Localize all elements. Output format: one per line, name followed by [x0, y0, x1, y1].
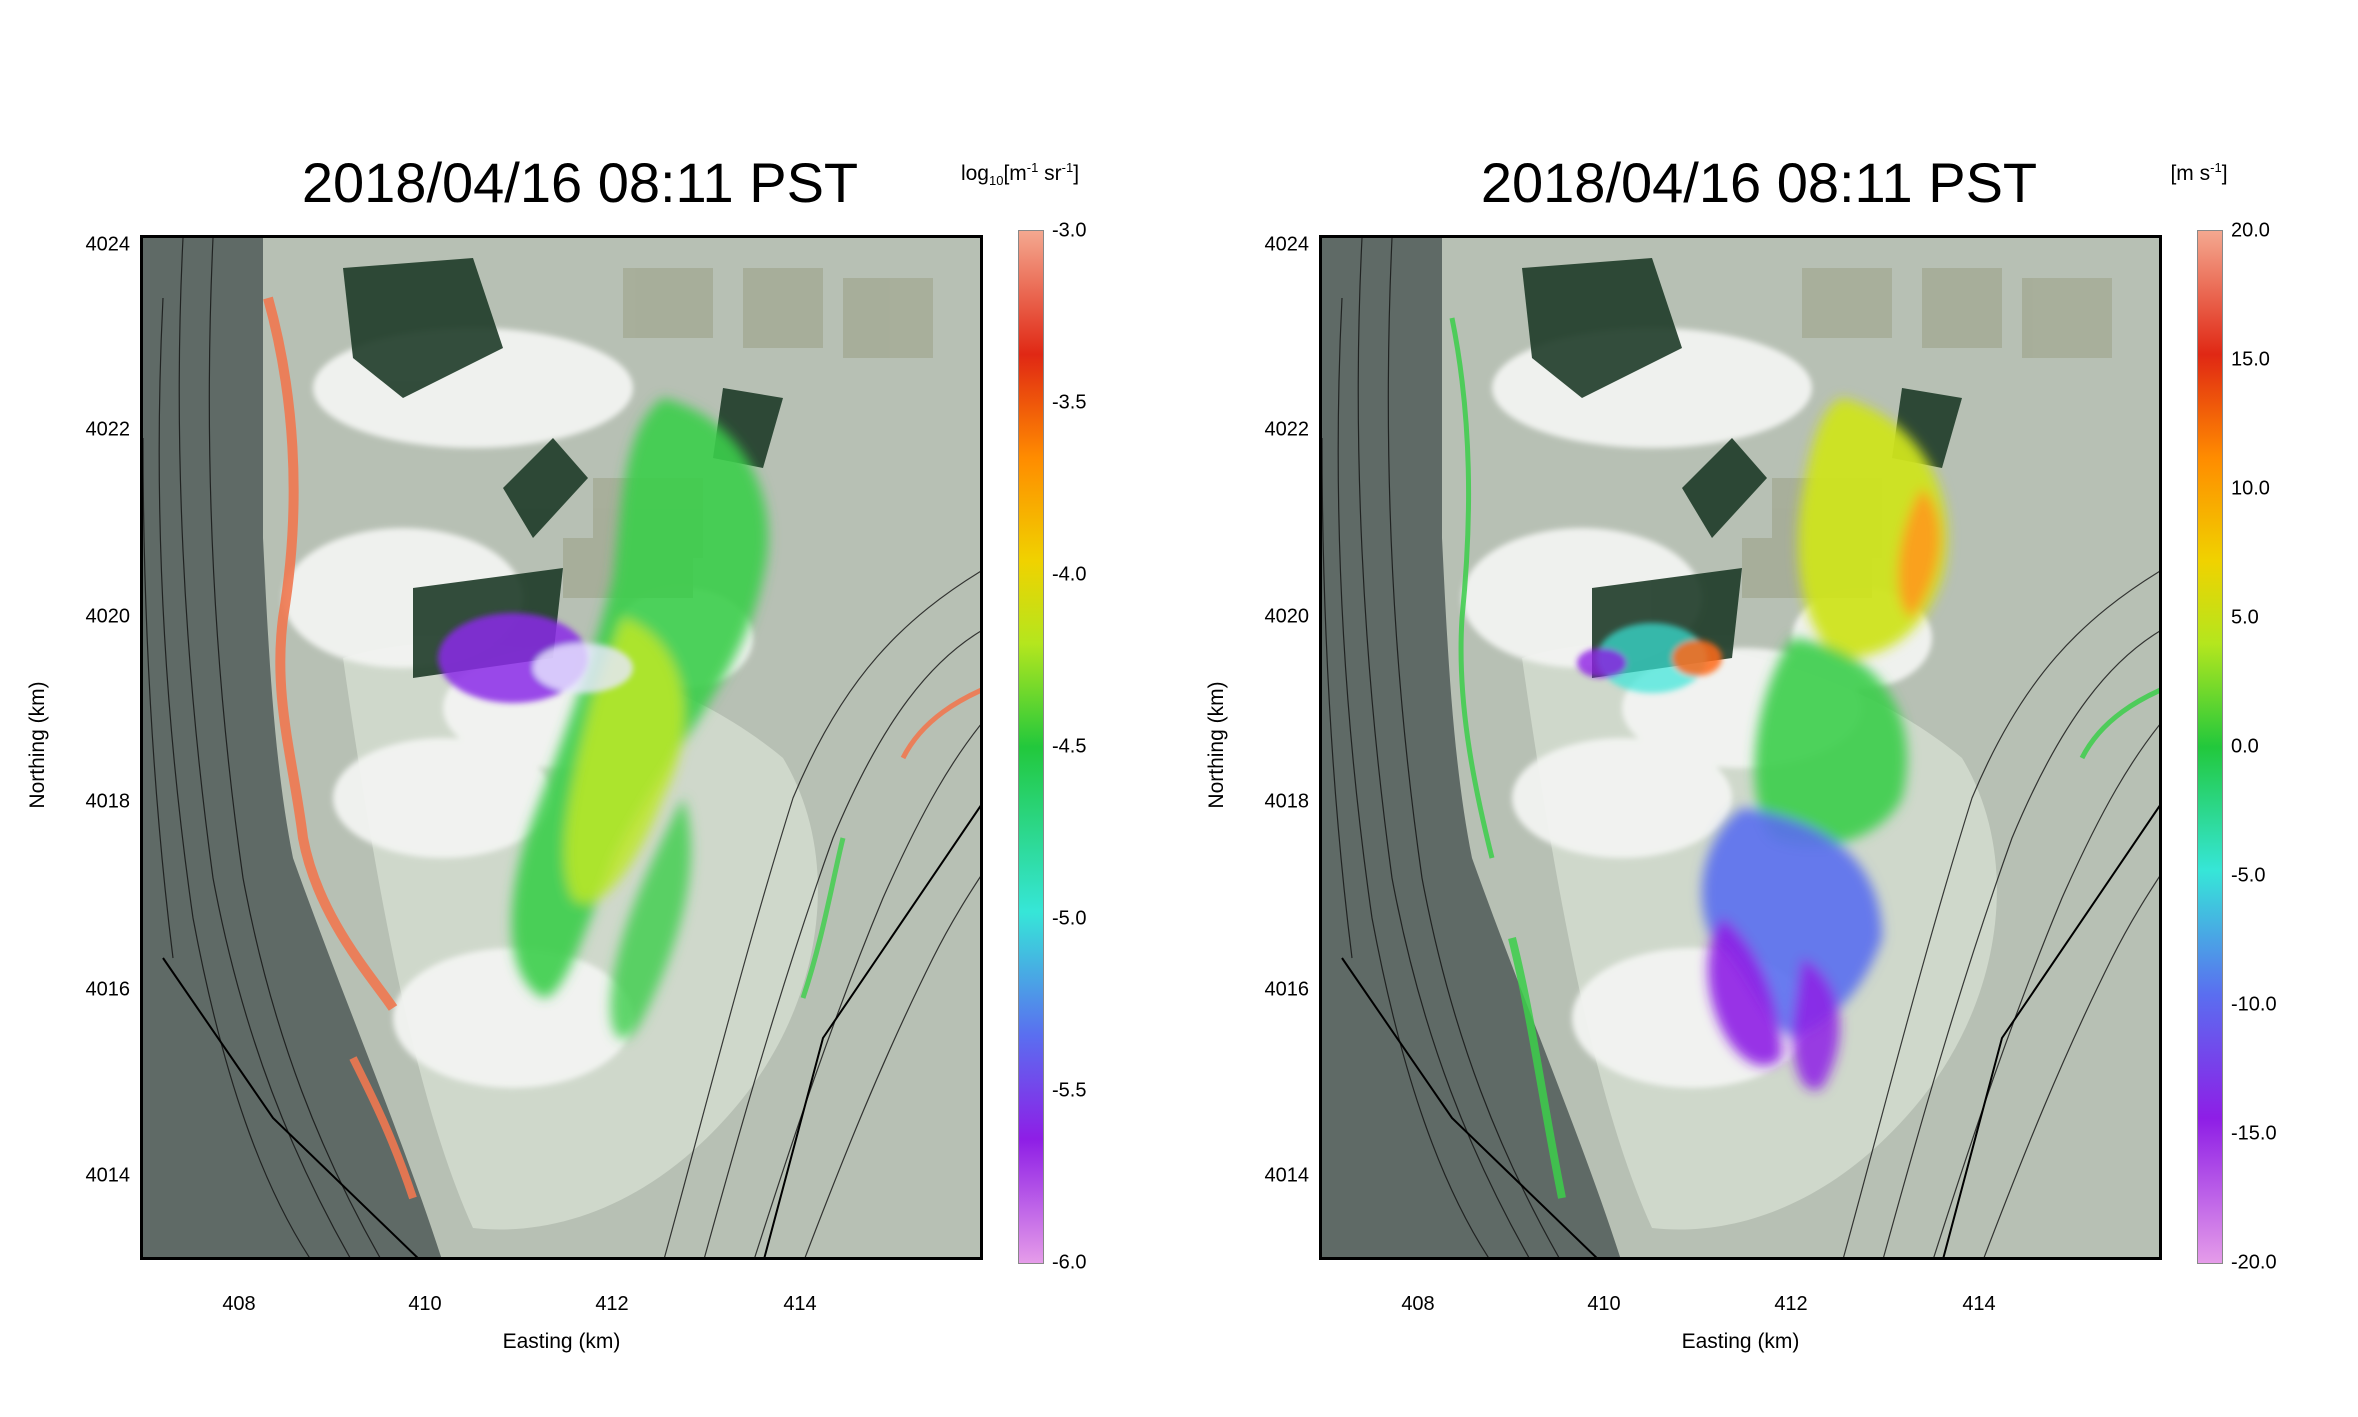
velocity-plume	[1702, 398, 1948, 1090]
bathymetry-contours	[1322, 238, 2159, 1257]
map-plot-area	[1319, 235, 2162, 1260]
x-axis-label: Easting (km)	[1681, 1330, 1800, 1353]
colorbar-tick-label: 0.0	[2231, 735, 2259, 758]
y-tick-label: 4022	[85, 418, 131, 441]
x-tick-label: 414	[1962, 1293, 1996, 1315]
y-axis-label: Northing (km)	[26, 681, 49, 809]
chart-title: 2018/04/16 08:11 PST	[301, 151, 859, 214]
colorbar-tick-label: -5.5	[1052, 1079, 1087, 1102]
colorbar-unit-label: [m s-1]	[2170, 160, 2228, 185]
domain-boundary-line	[1942, 805, 2159, 1257]
domain-boundary-line	[763, 805, 980, 1257]
bathymetry-contours	[143, 238, 980, 1257]
shoreline-backscatter	[900, 687, 980, 760]
y-tick-label: 4024	[85, 233, 131, 256]
backscatter-panel: 2018/04/16 08:11 PST log10[m-1 sr-1] Nor…	[26, 151, 1087, 1353]
x-tick-label: 408	[222, 1293, 256, 1315]
shoreline-backscatter	[263, 296, 398, 1011]
y-tick-label: 4024	[1264, 233, 1310, 256]
chart-title: 2018/04/16 08:11 PST	[1480, 151, 2038, 214]
colorbar-tick-label: 15.0	[2231, 348, 2270, 371]
x-tick-label: 414	[783, 1293, 817, 1315]
colorbar	[2197, 230, 2223, 1264]
map-image	[143, 238, 980, 1257]
y-tick-label: 4014	[1264, 1164, 1310, 1187]
x-tick-label: 410	[1587, 1293, 1621, 1315]
shoreline-backscatter	[800, 837, 846, 999]
x-tick-label: 410	[408, 1293, 442, 1315]
colorbar-tick-label: -10.0	[2231, 993, 2277, 1016]
y-tick-label: 4016	[1264, 978, 1310, 1001]
shoreline-backscatter	[349, 1056, 417, 1200]
x-tick-label: 412	[1774, 1293, 1808, 1315]
y-tick-label: 4016	[85, 978, 131, 1001]
y-tick-label: 4014	[85, 1164, 131, 1187]
domain-boundary-line	[162, 957, 419, 1257]
colorbar-tick-label: -20.0	[2231, 1251, 2277, 1274]
x-axis-label: Easting (km)	[502, 1330, 621, 1353]
colorbar	[1018, 230, 1044, 1264]
colorbar-tick-label: -4.0	[1052, 563, 1087, 586]
colorbar-tick-label: -3.5	[1052, 391, 1087, 414]
y-tick-label: 4022	[1264, 418, 1310, 441]
colorbar-tick-label: -5.0	[2231, 864, 2266, 887]
shoreline-velocity	[1508, 937, 1566, 1199]
colorbar-tick-label: -15.0	[2231, 1122, 2277, 1145]
velocity-panel: 2018/04/16 08:11 PST [m s-1] Northing (k…	[1179, 0, 2358, 1417]
map-image	[1322, 238, 2159, 1257]
colorbar-unit-label: log10[m-1 sr-1]	[960, 160, 1080, 189]
colorbar-tick-label: 10.0	[2231, 477, 2270, 500]
colorbar-tick-label: 20.0	[2231, 219, 2270, 242]
y-axis-label: Northing (km)	[1205, 681, 1228, 809]
colorbar-tick-label: 5.0	[2231, 606, 2259, 629]
x-tick-label: 412	[595, 1293, 629, 1315]
shoreline-velocity	[2079, 687, 2159, 760]
y-tick-label: 4018	[1264, 790, 1310, 813]
aerosol-plume	[511, 398, 769, 1039]
y-tick-label: 4018	[85, 790, 131, 813]
map-plot-area	[140, 235, 983, 1260]
colorbar-tick-label: -6.0	[1052, 1251, 1087, 1274]
lidar-near-field	[1577, 623, 1722, 693]
colorbar-tick-label: -3.0	[1052, 219, 1087, 242]
y-tick-label: 4020	[1264, 605, 1310, 628]
lidar-near-field	[438, 613, 633, 703]
domain-boundary-line	[1341, 957, 1598, 1257]
colorbar-tick-label: -5.0	[1052, 907, 1087, 930]
x-tick-label: 408	[1401, 1293, 1435, 1315]
y-tick-label: 4020	[85, 605, 131, 628]
shoreline-velocity	[1449, 317, 1495, 859]
colorbar-tick-label: -4.5	[1052, 735, 1087, 758]
